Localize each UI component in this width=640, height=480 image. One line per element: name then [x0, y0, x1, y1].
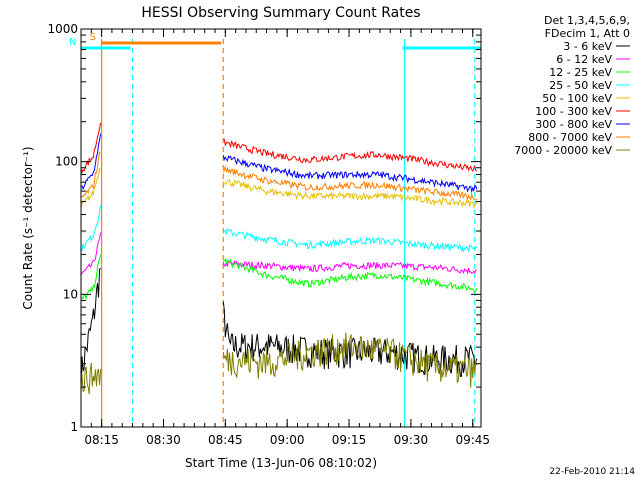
series-line: [222, 164, 478, 202]
x-tick-label: 09:30: [394, 433, 429, 447]
x-axis-label: Start Time (13-Jun-06 08:10:02): [185, 456, 377, 470]
series-7: [80, 151, 478, 202]
series-line: [223, 138, 477, 173]
series-line: [80, 133, 102, 191]
legend-label: 25 - 50 keV: [549, 79, 612, 92]
series-line: [80, 122, 102, 174]
series-line: [222, 155, 478, 194]
legend-label: 800 - 7000 keV: [528, 131, 612, 144]
flag-label: S: [90, 32, 96, 43]
y-tick-label: 10: [63, 287, 78, 301]
series-2: [80, 254, 478, 301]
y-tick-label: 1000: [47, 22, 78, 36]
legend-label: 3 - 6 keV: [563, 40, 612, 53]
x-tick-label: 08:15: [84, 433, 119, 447]
x-tick-label: 08:45: [208, 433, 243, 447]
y-axis: 1 10 100 1000: [47, 22, 481, 434]
legend-label: 12 - 25 keV: [549, 66, 612, 79]
y-tick-label: 100: [55, 155, 78, 169]
series-line: [222, 178, 478, 210]
legend-label: 300 - 800 keV: [535, 118, 612, 131]
x-tick-label: 09:45: [455, 433, 490, 447]
legend-label: 6 - 12 keV: [556, 53, 612, 66]
plot-area: SN: [69, 32, 481, 427]
legend-label: 7000 - 20000 keV: [514, 144, 612, 157]
flag-label: N: [69, 37, 76, 48]
series-line: [222, 258, 478, 293]
series-line: [222, 260, 478, 275]
plot-frame: [80, 28, 482, 428]
x-tick-label: 09:00: [270, 433, 305, 447]
series-line: [80, 205, 102, 252]
series-line: [80, 267, 101, 391]
series-line: [80, 254, 102, 301]
legend-label: 100 - 300 keV: [535, 105, 612, 118]
series-3: [80, 205, 478, 253]
legend-label: 50 - 100 keV: [542, 92, 612, 105]
series-5: [80, 122, 477, 174]
series-1: [80, 232, 478, 276]
series-line: [80, 232, 102, 276]
series-line: [222, 227, 478, 253]
legend-header-2: FDecim 1, Att 0: [545, 27, 630, 40]
x-axis: 08:15 08:30 08:45 09:00 09:15 09:30 09:45: [80, 29, 490, 447]
series-line: [222, 332, 478, 388]
timestamp: 22-Feb-2010 21:14: [549, 467, 635, 477]
y-axis-label: Count Rate (s⁻¹ detector⁻¹): [21, 146, 35, 309]
legend: Det 1,3,4,5,6,9, FDecim 1, Att 0 3 - 6 k…: [514, 14, 630, 157]
series-line: [80, 151, 101, 198]
chart-title: HESSI Observing Summary Count Rates: [141, 5, 420, 21]
legend-header-1: Det 1,3,4,5,6,9,: [544, 14, 630, 27]
series-6: [80, 133, 478, 194]
x-tick-label: 08:30: [146, 433, 181, 447]
x-tick-label: 09:15: [332, 433, 367, 447]
y-tick-label: 1: [70, 420, 78, 434]
